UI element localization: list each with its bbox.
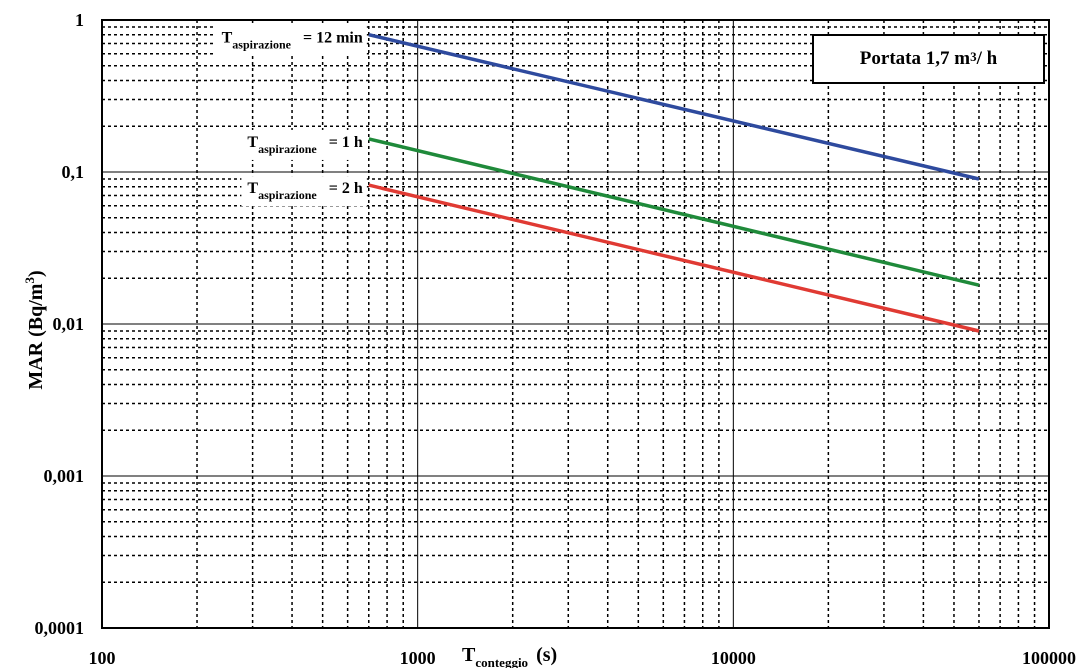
series-line-2 [368, 137, 980, 287]
series-line-1 [368, 32, 980, 181]
series-labels: Taspirazione = 12 min Taspirazione = 1 h Tas… [215, 25, 367, 207]
x-tick-label: 100 [89, 648, 116, 668]
flow-rate-annotation: Portata 1,7 m 3/ h [812, 34, 1045, 84]
y-tick-label: 0,01 [53, 314, 85, 334]
x-tick-label: 1000 [400, 648, 436, 668]
y-tick-label: 1 [75, 10, 84, 30]
y-axis-label: MAR (Bq/m3) [22, 270, 47, 389]
x-axis-label: Tconteggio (s) [462, 644, 557, 668]
plot-frame [101, 19, 1050, 629]
series-label-bg [241, 176, 367, 207]
series-label-text: Taspirazione = 2 h [247, 180, 362, 202]
series-lines [368, 32, 980, 333]
series-label-2: Taspirazione = 1 h [241, 129, 367, 160]
series-label-text: Taspirazione = 1 h [247, 134, 362, 156]
series-label-3: Taspirazione = 2 h [241, 176, 367, 207]
y-tick-label: 0,001 [44, 466, 85, 486]
series-label-1: Taspirazione = 12 min [215, 25, 367, 56]
series-label-text: Taspirazione = 12 min [222, 30, 363, 52]
y-tick-label: 0,1 [62, 162, 85, 182]
series-label-bg [241, 129, 367, 160]
x-tick-label: 10000 [711, 648, 756, 668]
x-tick-label: 100000 [1022, 648, 1076, 668]
y-tick-label: 0,0001 [35, 618, 85, 638]
grid [102, 20, 1049, 628]
series-line-3 [368, 183, 980, 333]
series-label-bg [215, 25, 367, 56]
tick-labels: 100 1000 10000 100000 1 0,1 0,01 0,001 0,0001 [35, 10, 1077, 668]
